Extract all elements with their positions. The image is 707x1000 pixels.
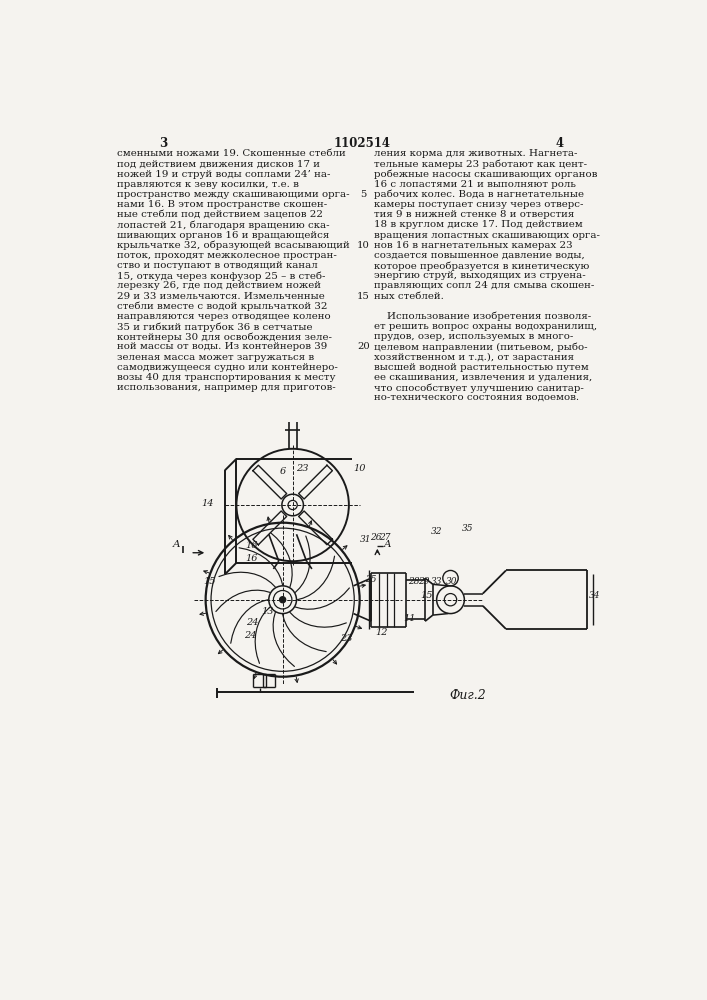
Text: зеленая масса может загружаться в: зеленая масса может загружаться в: [117, 353, 314, 362]
Text: сменными ножами 19. Скошенные стебли: сменными ножами 19. Скошенные стебли: [117, 149, 346, 158]
Text: нами 16. В этом пространстве скошен-: нами 16. В этом пространстве скошен-: [117, 200, 327, 209]
Text: 32: 32: [431, 527, 443, 536]
Circle shape: [279, 597, 286, 603]
Text: 23: 23: [340, 634, 353, 643]
Text: ные стебли под действием зацепов 22: ные стебли под действием зацепов 22: [117, 210, 323, 219]
Text: стебли вместе с водой крыльчаткой 32: стебли вместе с водой крыльчаткой 32: [117, 302, 327, 311]
Text: 3: 3: [159, 137, 168, 150]
Text: правляющих сопл 24 для смыва скошен-: правляющих сопл 24 для смыва скошен-: [373, 281, 594, 290]
Text: энергию струй, выходящих из струена-: энергию струй, выходящих из струена-: [373, 271, 585, 280]
Text: 4: 4: [556, 137, 564, 150]
Text: ет решить вопрос охраны водохранилищ,: ет решить вопрос охраны водохранилищ,: [373, 322, 597, 331]
Text: хозяйственном и т.д.), от зарастания: хозяйственном и т.д.), от зарастания: [373, 353, 573, 362]
Text: 25: 25: [366, 575, 377, 584]
Text: использования, например для приготов-: использования, например для приготов-: [117, 383, 336, 392]
Text: прудов, озер, используемых в много-: прудов, озер, используемых в много-: [373, 332, 573, 341]
Text: 11: 11: [404, 614, 416, 623]
Text: Фиг.2: Фиг.2: [449, 689, 486, 702]
Text: 15, откуда через конфузор 25 – в стеб-: 15, откуда через конфузор 25 – в стеб-: [117, 271, 326, 281]
Text: 10: 10: [354, 464, 366, 473]
Text: 15: 15: [203, 578, 216, 586]
Text: 15: 15: [421, 591, 433, 600]
Text: но-технического состояния водоемов.: но-технического состояния водоемов.: [373, 393, 578, 402]
Text: направляются через отводящее колено: направляются через отводящее колено: [117, 312, 331, 321]
Text: поток, проходят межколесное простран-: поток, проходят межколесное простран-: [117, 251, 337, 260]
Text: 15: 15: [357, 292, 370, 301]
Text: пространство между скашивающими орга-: пространство между скашивающими орга-: [117, 190, 350, 199]
Text: 34: 34: [589, 591, 600, 600]
Text: лопастей 21, благодаря вращению ска-: лопастей 21, благодаря вращению ска-: [117, 220, 329, 230]
Text: правляются к зеву косилки, т.е. в: правляются к зеву косилки, т.е. в: [117, 180, 299, 189]
Text: 27: 27: [378, 533, 390, 542]
Text: 23: 23: [296, 464, 308, 473]
Text: 29: 29: [418, 578, 429, 586]
Text: целевом направлении (питьевом, рыбо-: целевом направлении (питьевом, рыбо-: [373, 342, 587, 352]
Text: 35: 35: [462, 524, 473, 533]
Text: возы 40 для транспортирования к месту: возы 40 для транспортирования к месту: [117, 373, 336, 382]
Text: 18 в круглом диске 17. Под действием: 18 в круглом диске 17. Под действием: [373, 220, 583, 229]
Text: 26: 26: [370, 533, 382, 542]
Text: ство и поступают в отводящий канал: ство и поступают в отводящий канал: [117, 261, 318, 270]
Text: 33: 33: [431, 578, 443, 586]
Text: 30: 30: [446, 578, 458, 586]
Text: создается повышенное давление воды,: создается повышенное давление воды,: [373, 251, 584, 260]
Text: 6: 6: [279, 467, 286, 476]
Text: вращения лопастных скашивающих орга-: вращения лопастных скашивающих орга-: [373, 231, 600, 240]
Text: A: A: [383, 540, 391, 549]
Text: 35 и гибкий патрубок 36 в сетчатые: 35 и гибкий патрубок 36 в сетчатые: [117, 322, 312, 332]
Text: крыльчатке 32, образующей всасывающий: крыльчатке 32, образующей всасывающий: [117, 241, 350, 250]
Text: 24: 24: [245, 618, 258, 627]
Text: 5: 5: [361, 190, 367, 199]
Text: ножей 19 и струй воды соплами 24’ на-: ножей 19 и струй воды соплами 24’ на-: [117, 170, 331, 179]
Text: 16: 16: [245, 541, 258, 550]
Text: ной массы от воды. Из контейнеров 39: ной массы от воды. Из контейнеров 39: [117, 342, 327, 351]
Text: под действием движения дисков 17 и: под действием движения дисков 17 и: [117, 159, 320, 168]
Text: 14: 14: [201, 499, 214, 508]
Text: контейнеры 30 для освобождения зеле-: контейнеры 30 для освобождения зеле-: [117, 332, 332, 342]
Text: 20: 20: [357, 342, 370, 351]
Text: ных стеблей.: ных стеблей.: [373, 292, 443, 301]
Text: тия 9 в нижней стенке 8 и отверстия: тия 9 в нижней стенке 8 и отверстия: [373, 210, 574, 219]
Text: 24: 24: [244, 631, 257, 640]
Text: 16 с лопастями 21 и выполняют роль: 16 с лопастями 21 и выполняют роль: [373, 180, 575, 189]
Text: шивающих органов 16 и вращающейся: шивающих органов 16 и вращающейся: [117, 231, 329, 240]
Text: 16: 16: [245, 554, 258, 563]
Text: ее скашивания, извлечения и удаления,: ее скашивания, извлечения и удаления,: [373, 373, 592, 382]
Text: рабочих колес. Вода в нагнетательные: рабочих колес. Вода в нагнетательные: [373, 190, 583, 199]
Text: высшей водной растительностью путем: высшей водной растительностью путем: [373, 363, 588, 372]
Text: 13: 13: [261, 607, 274, 616]
Text: Использование изобретения позволя-: Использование изобретения позволя-: [373, 312, 591, 321]
Text: самодвижущееся судно или контейнеро-: самодвижущееся судно или контейнеро-: [117, 363, 338, 372]
Text: 28: 28: [408, 578, 419, 586]
Text: тельные камеры 23 работают как цент-: тельные камеры 23 работают как цент-: [373, 159, 587, 169]
Text: A: A: [173, 540, 180, 549]
Text: 31: 31: [360, 535, 372, 544]
Text: робежные насосы скашивающих органов: робежные насосы скашивающих органов: [373, 170, 597, 179]
Text: камеры поступает снизу через отверс-: камеры поступает снизу через отверс-: [373, 200, 583, 209]
Text: 12: 12: [375, 628, 387, 637]
Text: ления корма для животных. Нагнета-: ления корма для животных. Нагнета-: [373, 149, 577, 158]
Text: что способствует улучшению санитар-: что способствует улучшению санитар-: [373, 383, 583, 393]
Text: 29 и 33 измельчаются. Измельченные: 29 и 33 измельчаются. Измельченные: [117, 292, 325, 301]
Text: нов 16 в нагнетательных камерах 23: нов 16 в нагнетательных камерах 23: [373, 241, 572, 250]
Text: 1102514: 1102514: [334, 137, 390, 150]
Text: лерезку 26, где под действием ножей: лерезку 26, где под действием ножей: [117, 281, 321, 290]
Text: 10: 10: [357, 241, 370, 250]
Text: которое преобразуется в кинетическую: которое преобразуется в кинетическую: [373, 261, 589, 271]
